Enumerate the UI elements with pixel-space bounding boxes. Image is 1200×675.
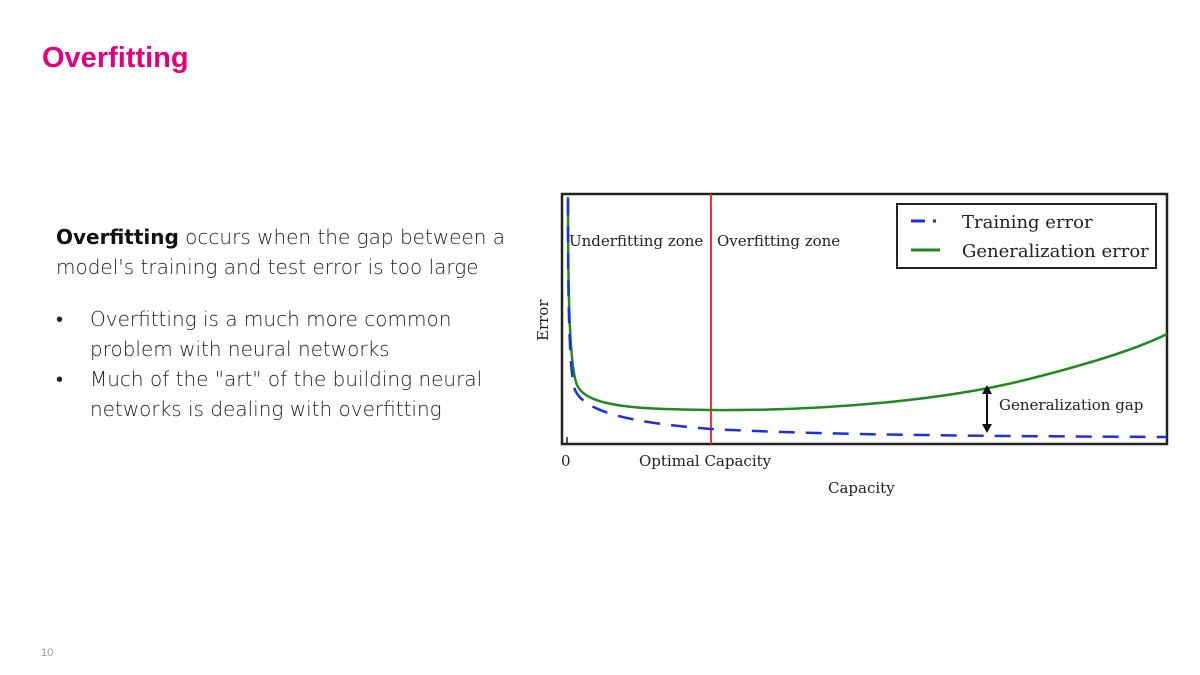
- generalization-gap-label: Generalization gap: [999, 396, 1143, 414]
- legend-training-label: Training error: [962, 212, 1093, 233]
- lead-bold-term: Overfitting: [56, 225, 179, 249]
- lead-rest: occurs when the gap between a model's tr…: [56, 225, 506, 279]
- generalization-error-curve: [566, 196, 1168, 412]
- x-axis-label: Capacity: [828, 479, 895, 497]
- training-error-curve: [566, 198, 1168, 439]
- slide-title: Overfitting: [42, 42, 189, 74]
- y-axis-label: Error: [534, 299, 552, 341]
- page-number: 10: [41, 647, 54, 659]
- underfitting-zone-label: Underfitting zone: [569, 232, 703, 250]
- x-tick-optimal: Optimal Capacity: [639, 452, 772, 470]
- overfitting-zone-label: Overfitting zone: [717, 232, 840, 250]
- bullet-list: Overfitting is a much more common proble…: [56, 304, 506, 424]
- legend-generalization-label: Generalization error: [962, 241, 1149, 262]
- lead-paragraph: Overfitting occurs when the gap between …: [56, 222, 506, 282]
- overfitting-chart: Underfitting zone Overfitting zone Train…: [525, 185, 1185, 505]
- body-text: Overfitting occurs when the gap between …: [56, 222, 506, 424]
- x-tick-zero: 0: [561, 452, 571, 470]
- bullet-item: Much of the "art" of the building neural…: [56, 364, 506, 424]
- legend-box: [896, 203, 1157, 269]
- bullet-item: Overfitting is a much more common proble…: [56, 304, 506, 364]
